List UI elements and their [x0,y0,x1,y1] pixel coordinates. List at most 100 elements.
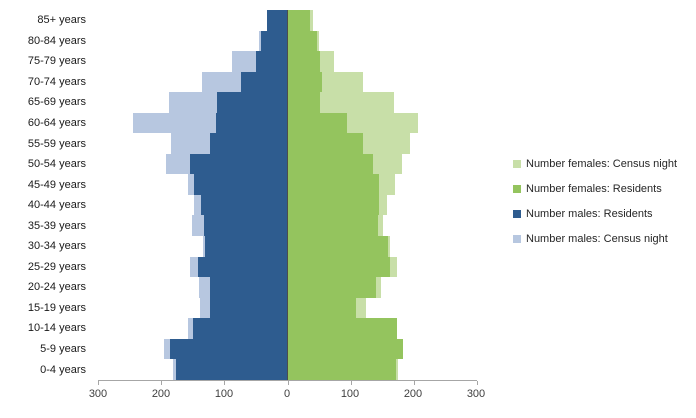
x-axis-tick-label: 300 [88,388,108,400]
bar-row-15-19-years [98,297,476,319]
x-axis-tick [98,381,99,385]
chart-legend: Number females: Census night Number femal… [513,158,677,258]
bar-series-1-female-front [287,318,397,339]
bar-series-1-female-front [287,236,389,257]
bar-series-2-male-front [200,194,287,216]
bar-series-2-male-front [189,153,287,175]
bar-series-2-male-front [205,236,287,257]
age-label: 5-9 years [40,343,86,356]
x-axis-tick [350,381,352,385]
bar-row-80-84-years [98,30,476,52]
x-axis-tick [224,381,226,385]
bar-series-2-male-front [209,297,287,319]
legend-swatch-icon [513,160,521,168]
bar-row-40-44-years [98,194,476,216]
age-label: 60-64 years [27,117,86,129]
bar-series-2-male-front [203,215,287,237]
bar-series-2-male-front [210,133,287,154]
age-label: 80-84 years [27,34,86,47]
bar-row-5-9-years [98,338,476,360]
x-axis-tick [477,381,478,385]
bar-series-1-female-front [287,112,347,134]
x-axis-tick-label: 300 [466,388,486,400]
age-label: 55-59 years [27,137,86,150]
age-label: 30-34 years [27,240,86,253]
x-axis-tick-label: 100 [340,388,360,400]
x-axis-tick [413,381,415,385]
age-label: 20-24 years [27,281,86,294]
bar-series-2-male-front [217,92,287,113]
bar-row-20-24-years [98,277,476,298]
bar-row-60-64-years [98,112,476,134]
bar-row-25-29-years [98,256,476,278]
bar-series-2-male-front [215,112,287,134]
age-label: 75-79 years [27,55,86,68]
age-label: 15-19 years [27,301,86,314]
bar-row-45-49-years [98,174,476,195]
bar-series-2-male-front [194,174,287,195]
age-label: 35-39 years [27,219,86,232]
legend-swatch-icon [513,235,521,243]
bar-row-70-74-years [98,71,476,93]
legend-item-3: Number males: Census night [513,233,677,245]
age-label: 0-4 years [40,363,86,376]
x-axis-tick-label: 200 [403,388,423,400]
legend-label: Number males: Census night [526,233,668,245]
x-axis-tick [287,381,289,385]
bar-series-1-female-front [287,10,310,31]
bar-series-1-female-front [287,338,403,360]
bar-series-2-male-front [198,256,287,278]
bar-series-1-female-front [287,133,363,154]
age-label: 50-54 years [27,158,86,171]
bar-row-35-39-years [98,215,476,237]
bar-series-2-male-front [241,71,287,93]
age-label: 10-14 years [27,322,86,335]
age-label: 70-74 years [27,75,86,88]
legend-item-1: Number females: Residents [513,183,677,195]
legend-label: Number females: Census night [526,158,678,170]
bar-row-30-34-years [98,236,476,257]
bar-series-1-female-front [287,256,390,278]
x-axis-tick-label: 100 [214,388,234,400]
age-group-axis-labels: 85+ years 80-84 years 75-79 years 70-74 yea… [0,10,92,380]
bar-series-2-male-front [260,30,287,52]
bar-series-1-female-front [287,30,318,52]
bar-row-10-14-years [98,318,476,339]
legend-swatch-icon [513,210,521,218]
x-axis-line [98,380,478,385]
bar-row-55-59-years [98,133,476,154]
bar-row-50-54-years [98,153,476,175]
plot-area [98,10,476,380]
bar-series-2-male-front [267,10,287,31]
bar-series-1-female-front [287,174,379,195]
age-label: 85+ years [37,14,86,27]
age-label: 45-49 years [27,178,86,191]
age-label: 40-44 years [27,199,86,212]
legend-label: Number females: Residents [526,183,662,195]
bar-row-85+-years [98,10,476,31]
bar-series-2-male-front [255,51,287,72]
bar-series-1-female-front [287,194,379,216]
legend-item-0: Number females: Census night [513,158,677,170]
bar-series-1-female-front [287,297,357,319]
bar-series-1-female-front [287,153,373,175]
legend-label: Number males: Residents [526,208,653,220]
bar-series-1-female-front [287,92,320,113]
bar-series-2-male-front [175,359,287,380]
x-axis-tick-label: 200 [151,388,171,400]
bar-series-2-male-front [209,277,287,298]
bar-series-1-female-front [287,359,396,380]
legend-item-2: Number males: Residents [513,208,677,220]
x-axis-tick [161,381,163,385]
bar-series-1-female-front [287,71,323,93]
bar-series-1-female-front [287,215,379,237]
legend-swatch-icon [513,185,521,193]
age-label: 25-29 years [27,260,86,273]
age-label: 65-69 years [27,96,86,109]
x-axis-tick-label: 0 [283,388,291,400]
bar-series-2-male-front [170,338,287,360]
bar-series-2-male-front [193,318,287,339]
bar-series-1-female-front [287,51,320,72]
center-axis-line [287,10,288,380]
